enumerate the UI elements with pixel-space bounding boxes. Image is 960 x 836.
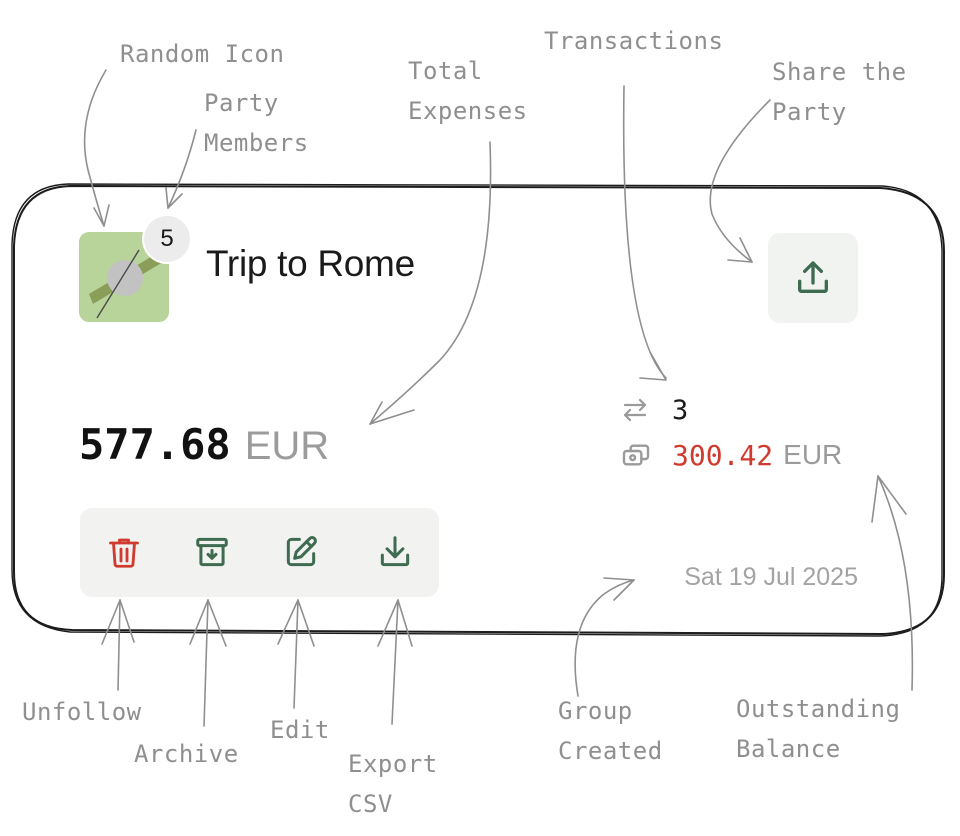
annotation-line: Share the <box>772 58 907 86</box>
outstanding-currency: EUR <box>783 439 843 470</box>
annotation-edit: Edit <box>270 716 330 744</box>
arrow-edit <box>293 599 299 709</box>
transfer-arrows-icon <box>623 398 647 422</box>
arrow-random-icon <box>83 69 107 227</box>
annotation-line: Export <box>348 750 438 778</box>
annotation-unfollow: Unfollow <box>22 698 142 726</box>
cards-icon <box>622 444 650 466</box>
arrow-share <box>709 99 771 263</box>
annotation-export-csv: Export CSV <box>348 744 438 824</box>
annotation-line: Expenses <box>408 97 528 125</box>
annotation-archive: Archive <box>134 740 239 768</box>
annotation-line: CSV <box>348 790 393 818</box>
share-button[interactable] <box>768 233 858 323</box>
trash-icon <box>109 538 139 568</box>
member-count-badge: 5 <box>142 214 192 264</box>
archive-icon <box>196 537 228 567</box>
arrow-group-created <box>574 579 635 697</box>
annotation-party-members: Party Members <box>204 83 309 163</box>
transactions-count-row: 3 <box>620 392 688 428</box>
annotation-line: Party <box>204 89 279 117</box>
total-expenses: 577.68 EUR <box>79 420 329 469</box>
annotation-line: Balance <box>736 735 841 763</box>
annotation-total-expenses: Total Expenses <box>408 51 528 131</box>
total-currency: EUR <box>244 424 330 468</box>
group-action-bar <box>80 508 439 597</box>
share-icon <box>798 261 828 293</box>
outstanding-amount: 300.42 <box>672 438 774 472</box>
total-amount: 577.68 <box>79 420 231 469</box>
export-csv-button[interactable] <box>373 530 417 574</box>
edit-button[interactable] <box>279 530 323 574</box>
arrow-transactions <box>622 85 667 379</box>
annotation-line: Outstanding <box>736 695 901 723</box>
annotation-line: Members <box>204 129 309 157</box>
arrow-export <box>391 599 399 725</box>
group-created-date: Sat 19 Jul 2025 <box>684 563 858 591</box>
annotation-random-icon: Random Icon <box>120 40 285 68</box>
group-title: Trip to Rome <box>206 243 415 284</box>
annotation-line: Total <box>408 57 483 85</box>
unfollow-button[interactable] <box>102 530 146 574</box>
arrow-unfollow <box>117 599 121 691</box>
arrow-archive <box>203 599 209 727</box>
outstanding-balance-row: 300.42 EUR <box>620 436 842 474</box>
annotation-outstanding-balance: Outstanding Balance <box>736 689 900 769</box>
download-icon <box>380 536 410 567</box>
arrow-outstanding <box>877 475 914 691</box>
archive-button[interactable] <box>190 530 234 574</box>
annotation-line: Party <box>772 98 847 126</box>
annotation-group-created: Group Created <box>558 691 663 771</box>
annotation-transactions: Transactions <box>544 27 724 55</box>
annotation-line: Created <box>558 737 663 765</box>
annotation-share: Share the Party <box>772 52 907 132</box>
arrow-party-members <box>167 129 197 209</box>
annotation-line: Group <box>558 697 633 725</box>
edit-icon <box>286 536 317 567</box>
transactions-count: 3 <box>672 394 689 426</box>
